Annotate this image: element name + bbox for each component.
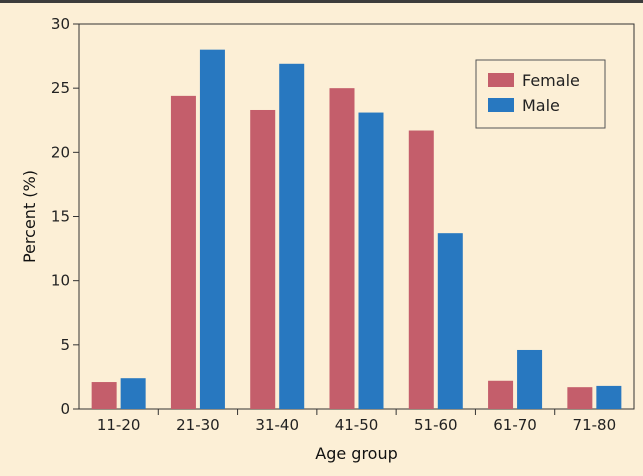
y-tick-label: 25	[51, 79, 70, 97]
y-tick-label: 15	[51, 208, 70, 226]
x-axis-title: Age group	[315, 444, 398, 463]
legend-box	[475, 59, 606, 129]
legend: Female Male	[475, 59, 606, 129]
x-tick-label: 71-80	[573, 416, 617, 434]
legend-swatch-female	[488, 73, 514, 87]
y-tick-label: 20	[51, 143, 70, 161]
bar-male-71-80	[596, 385, 622, 409]
bar-male-61-70	[517, 349, 543, 409]
bar-male-41-50	[358, 112, 384, 410]
x-tick-label: 31-40	[255, 416, 299, 434]
bar-female-51-60	[408, 130, 434, 409]
y-tick-label: 5	[60, 336, 70, 354]
bar-female-21-30	[170, 95, 196, 409]
bar-female-61-70	[488, 380, 514, 409]
bar-female-41-50	[329, 88, 355, 410]
top-rule	[0, 0, 643, 3]
legend-label-male: Male	[522, 96, 560, 115]
y-tick-label: 30	[51, 15, 70, 33]
y-axis: 0 5 10 15 20 25 30	[51, 15, 79, 418]
x-tick-label: 61-70	[493, 416, 537, 434]
x-axis: 11-20 21-30 31-40 41-50 51-60 61-70 71-80	[97, 409, 616, 434]
x-tick-label: 41-50	[335, 416, 379, 434]
bar-male-11-20	[120, 378, 146, 409]
bar-female-31-40	[250, 109, 276, 409]
x-tick-label: 51-60	[414, 416, 458, 434]
y-axis-title: Percent (%)	[20, 170, 39, 263]
bar-male-31-40	[279, 63, 305, 410]
y-tick-label: 10	[51, 272, 70, 290]
bar-male-51-60	[437, 233, 463, 409]
x-tick-label: 21-30	[176, 416, 220, 434]
bar-male-21-30	[199, 49, 225, 410]
x-tick-label: 11-20	[97, 416, 141, 434]
bar-female-11-20	[91, 382, 117, 409]
y-tick-label: 0	[60, 400, 70, 418]
bars	[91, 49, 622, 410]
legend-swatch-male	[488, 98, 514, 112]
bar-female-71-80	[567, 387, 593, 409]
legend-label-female: Female	[522, 71, 580, 90]
